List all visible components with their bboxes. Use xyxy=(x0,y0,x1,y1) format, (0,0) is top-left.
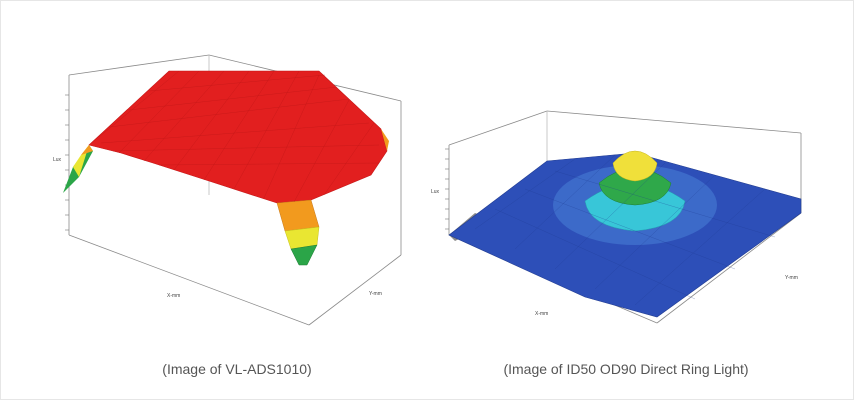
y-axis-line xyxy=(308,254,402,326)
caption-right: (Image of ID50 OD90 Direct Ring Light) xyxy=(503,361,749,377)
surface-grid xyxy=(98,70,380,203)
surface-dip-green xyxy=(290,244,318,266)
x-axis-label: X-mm xyxy=(535,311,548,317)
frame-top-back-right xyxy=(546,110,802,134)
surface-mesh xyxy=(448,150,802,318)
x-axis-label: X-mm xyxy=(167,293,180,299)
z-axis-ticks xyxy=(65,94,69,231)
surface-grid xyxy=(474,154,776,306)
frame-top-back-left xyxy=(68,54,210,76)
x-axis-line xyxy=(68,234,310,326)
y-axis-line xyxy=(656,212,802,324)
surface-dip-orange xyxy=(276,199,320,232)
z-axis-ticks xyxy=(445,148,449,230)
surface-left-slope-orange xyxy=(81,145,93,155)
surface-top-red xyxy=(88,70,388,204)
surface-peak-yellow xyxy=(612,150,658,182)
caption-left: (Image of VL-ADS1010) xyxy=(162,361,312,377)
y-axis-label: Y-mm xyxy=(785,275,798,281)
surface-chart-ring-light: Lux X-mm Y-mm xyxy=(431,109,805,327)
z-axis-label: Lux xyxy=(53,157,62,163)
surface-chart-vl-ads1010: Lux X-mm Y-mm xyxy=(49,54,405,329)
surface-chart-right-svg: Lux X-mm Y-mm xyxy=(431,110,802,324)
y-axis-label: Y-mm xyxy=(369,291,382,297)
surface-mesh xyxy=(63,70,389,266)
frame-top-back-left xyxy=(448,110,548,146)
surface-right-slope-orange xyxy=(381,129,389,151)
surface-chart-left-svg: Lux X-mm Y-mm xyxy=(53,54,402,326)
z-axis-label: Lux xyxy=(431,189,440,195)
